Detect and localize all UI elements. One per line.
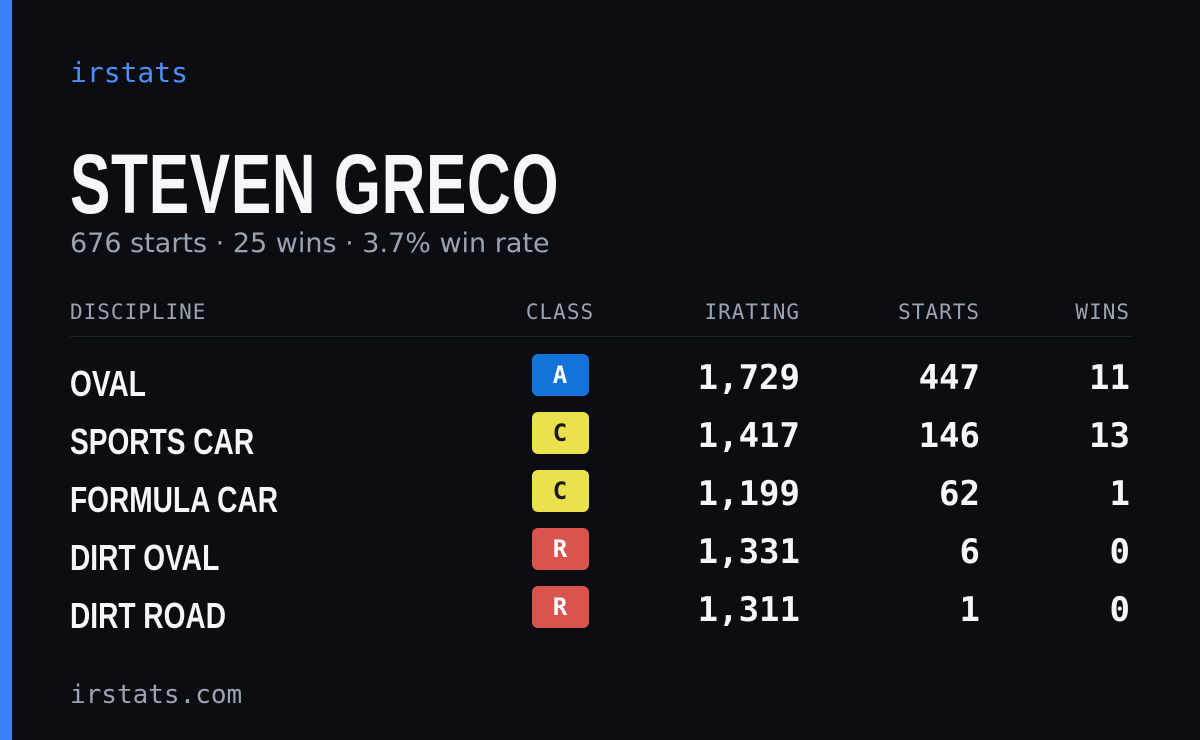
discipline: OVAL (70, 363, 146, 404)
starts-value: 447 (918, 358, 980, 398)
irating-value: 1,199 (697, 474, 800, 514)
column-header: CLASS (525, 300, 595, 324)
header-rule (70, 336, 1132, 337)
class-badge: C (531, 470, 589, 512)
driver-name: STEVEN GRECO (70, 137, 560, 231)
wins-value: 0 (1109, 532, 1130, 572)
irating-value: 1,729 (697, 358, 800, 398)
footer: irstats.com (70, 680, 243, 710)
irating-value: 1,311 (697, 590, 800, 630)
starts-value: 6 (959, 532, 980, 572)
class-badge: R (531, 528, 589, 570)
wins-value: 1 (1109, 474, 1130, 514)
discipline: DIRT ROAD (70, 595, 226, 636)
accent-bar (0, 0, 12, 740)
wins-value: 13 (1089, 416, 1130, 456)
discipline: DIRT OVAL (70, 537, 220, 578)
brand: irstats (70, 56, 189, 89)
class-badge: A (531, 354, 589, 396)
class-badge: C (531, 412, 589, 454)
wins-value: 0 (1109, 590, 1130, 630)
column-header: DISCIPLINE (70, 300, 207, 324)
summary: 676 starts · 25 wins · 3.7% win rate (70, 228, 550, 259)
wins-value: 11 (1089, 358, 1130, 398)
starts-value: 146 (918, 416, 980, 456)
column-header: IRATING (704, 300, 800, 324)
discipline: FORMULA CAR (70, 479, 278, 520)
irating-value: 1,417 (697, 416, 800, 456)
discipline: SPORTS CAR (70, 421, 255, 462)
column-header: WINS (1075, 300, 1130, 324)
starts-value: 1 (959, 590, 980, 630)
column-header: STARTS (898, 300, 980, 324)
class-badge: R (531, 586, 589, 628)
starts-value: 62 (939, 474, 980, 514)
irating-value: 1,331 (697, 532, 800, 572)
